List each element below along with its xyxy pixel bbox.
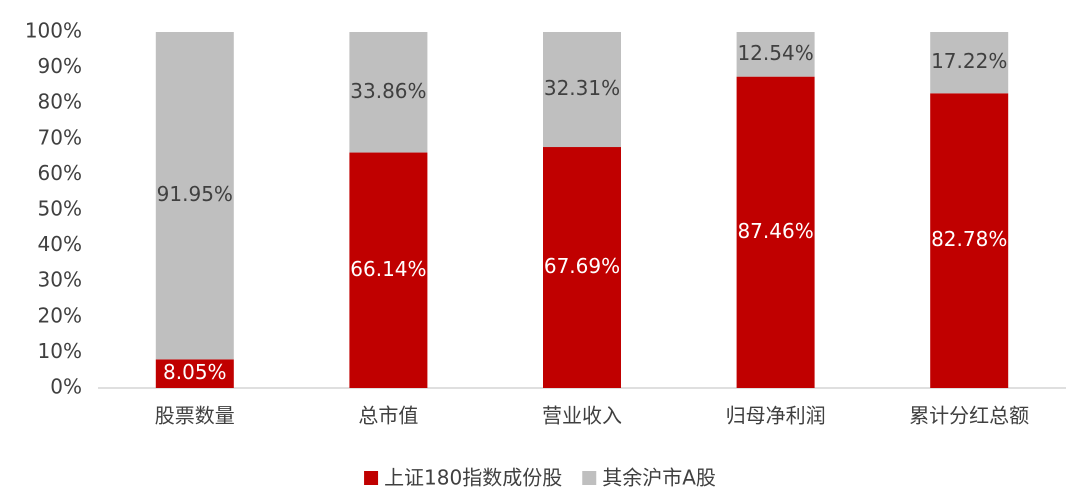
x-tick-label: 总市值 — [358, 404, 418, 428]
data-label: 32.31% — [544, 76, 620, 100]
bar-segment — [543, 147, 621, 388]
bar-segment — [155, 32, 234, 360]
bar-segment — [930, 32, 1009, 94]
legend-swatch — [364, 471, 379, 485]
x-tick-label: 归母净利润 — [726, 404, 826, 428]
bar-segment — [736, 76, 815, 389]
data-label: 33.86% — [350, 79, 426, 103]
legend-swatch — [582, 471, 597, 485]
data-label: 82.78% — [931, 227, 1007, 251]
data-label: 8.05% — [163, 360, 227, 384]
data-label: 17.22% — [931, 49, 1007, 73]
bar-segment — [930, 93, 1009, 389]
y-tick-label: 60% — [38, 161, 82, 185]
data-label: 67.69% — [544, 254, 620, 278]
y-tick-label: 80% — [38, 90, 82, 114]
y-tick-label: 10% — [38, 339, 82, 363]
bar-segment — [349, 152, 428, 388]
bar-segment — [543, 32, 621, 148]
bar-segment — [155, 359, 234, 388]
legend-label: 上证180指数成份股 — [384, 466, 562, 490]
data-label: 91.95% — [157, 182, 233, 206]
y-tick-label: 30% — [38, 268, 82, 292]
data-label: 66.14% — [350, 257, 426, 281]
data-label: 87.46% — [737, 219, 813, 243]
y-tick-label: 90% — [38, 54, 82, 78]
bar-segment — [349, 32, 428, 153]
y-tick-label: 40% — [38, 232, 82, 256]
bar-segment — [736, 32, 815, 77]
x-tick-label: 股票数量 — [155, 404, 235, 428]
y-tick-label: 0% — [50, 375, 82, 399]
y-tick-label: 20% — [38, 303, 82, 327]
y-tick-label: 100% — [25, 19, 82, 43]
x-tick-label: 营业收入 — [542, 404, 622, 428]
data-label: 12.54% — [737, 41, 813, 65]
x-tick-label: 累计分红总额 — [909, 404, 1029, 428]
legend-label: 其余沪市A股 — [602, 466, 716, 490]
y-tick-label: 70% — [38, 125, 82, 149]
y-tick-label: 50% — [38, 197, 82, 221]
